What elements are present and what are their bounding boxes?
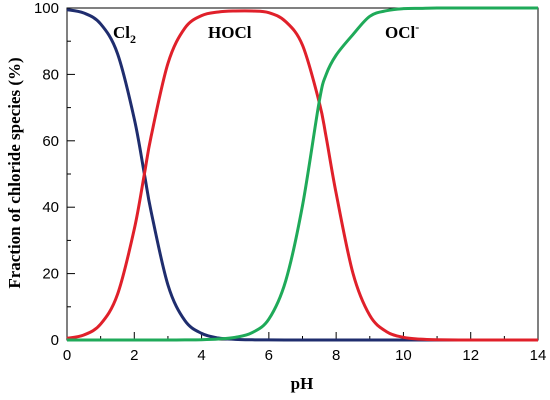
series-line-ocl [67, 6, 538, 342]
x-tick-label: 2 [130, 347, 138, 364]
x-tick-label: 8 [332, 347, 340, 364]
x-tick-label: 6 [265, 347, 273, 364]
x-axis-label: pH [291, 374, 314, 393]
x-tick-label: 4 [197, 347, 205, 364]
y-tick-label: 20 [42, 266, 59, 283]
x-tick-label: 10 [395, 347, 412, 364]
y-tick-label: 0 [51, 332, 59, 349]
y-tick-label: 100 [34, 0, 59, 17]
plot-frame [66, 7, 539, 341]
x-tick-label: 14 [530, 347, 547, 364]
series-line-cl2 [66, 8, 538, 342]
series-label-cl2: Cl2 [113, 23, 136, 46]
y-tick-label: 80 [42, 66, 59, 83]
y-axis-label: Fraction of chloride species (%) [5, 57, 24, 288]
x-tick-label: 0 [63, 347, 71, 364]
x-tick-label: 12 [462, 347, 479, 364]
series-label-ocl: OCl- [385, 20, 419, 42]
series-label-hocl: HOCl [208, 23, 252, 42]
y-tick-label: 40 [42, 199, 59, 216]
series-line-hocl [66, 9, 538, 342]
y-tick-label: 60 [42, 133, 59, 150]
